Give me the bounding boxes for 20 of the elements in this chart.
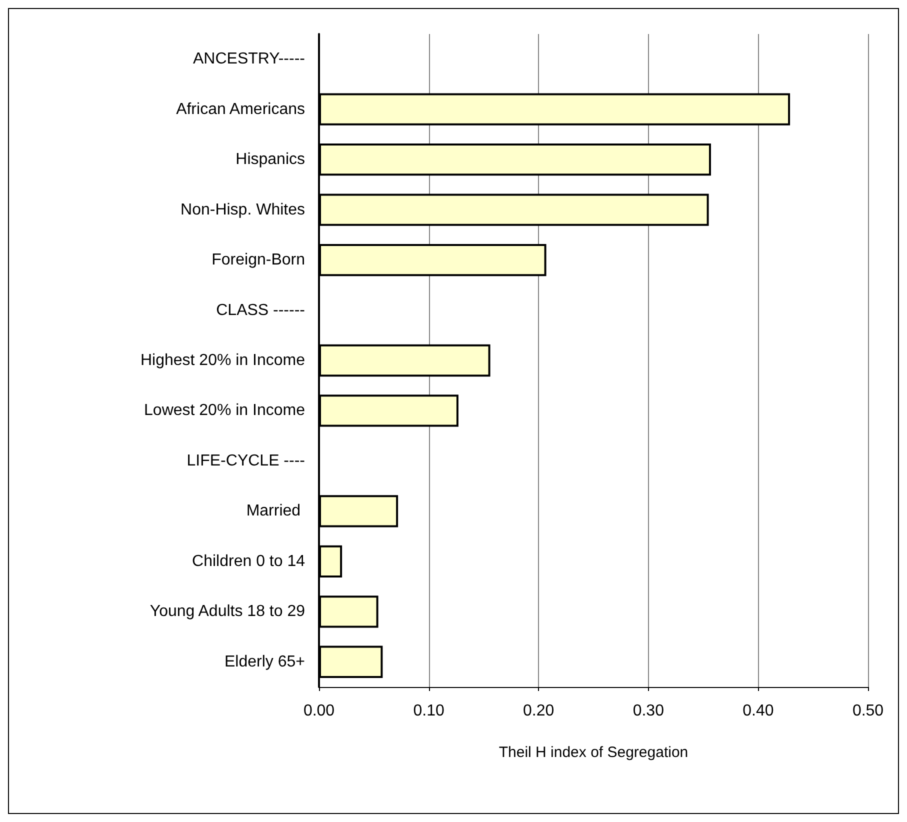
- y-tick-label: Highest 20% in Income: [140, 352, 306, 369]
- y-tick-label: Hispanics: [236, 151, 305, 168]
- x-axis-title: Theil H index of Segregation: [498, 744, 688, 761]
- y-tick-label: ANCESTRY-----: [192, 50, 305, 68]
- x-tick-label: 0.10: [413, 702, 444, 720]
- y-tick-label: Foreign-Born: [212, 252, 305, 269]
- y-tick-label: CLASS ------: [216, 302, 305, 319]
- y-tick-label: Elderly 65+: [224, 653, 305, 670]
- x-tick-label: 0.30: [632, 702, 664, 720]
- y-tick-label: Young Adults 18 to 29: [150, 603, 306, 620]
- y-tick-label: Non-Hisp. Whites: [180, 201, 305, 218]
- x-tick-label: 0.50: [852, 702, 884, 720]
- x-tick-label: 0.40: [742, 702, 774, 720]
- y-tick-label: African Americans: [176, 100, 305, 118]
- x-tick-label: 0.20: [523, 702, 554, 720]
- y-tick-label: Children 0 to 14: [192, 552, 306, 570]
- y-tick-label: Lowest 20% in Income: [144, 402, 306, 420]
- x-tick-label: 0.00: [303, 702, 335, 720]
- y-tick-label: LIFE-CYCLE ----: [186, 452, 305, 470]
- y-tick-label: Married: [246, 502, 305, 520]
